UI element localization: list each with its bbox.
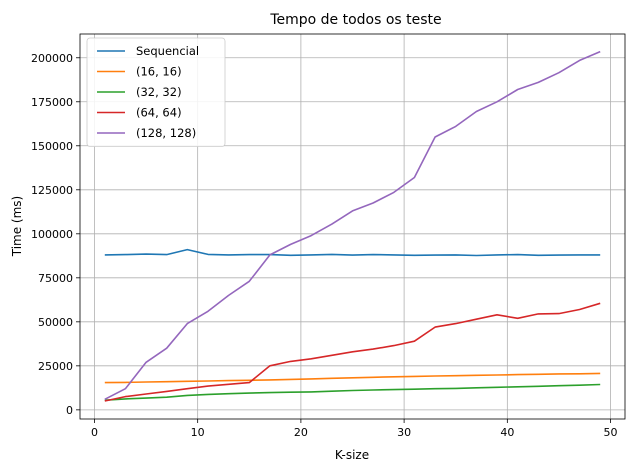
y-axis-label: Time (ms) [10,196,24,258]
chart-title: Tempo de todos os teste [269,12,441,28]
grid [80,34,625,419]
legend-label: Sequencial [136,44,199,58]
legend-label: (16, 16) [136,65,182,79]
x-tick-label: 0 [91,426,98,439]
x-tick-label: 50 [604,426,618,439]
x-tick-label: 20 [294,426,308,439]
legend-label: (32, 32) [136,85,182,99]
series-lines [104,50,601,402]
y-tick-label: 175000 [31,96,73,109]
y-tick-label: 125000 [31,184,73,197]
legend: Sequencial (16, 16) (32, 32) (64, 64) (128, … [86,37,226,147]
plot-frame [79,33,626,420]
x-tick-label: 40 [500,426,514,439]
legend-label: (64, 64) [136,106,182,120]
series-line-2 [104,383,601,401]
y-tick-label: 25000 [38,360,73,373]
x-axis: 0 10 20 30 40 50 [91,419,618,439]
x-tick-label: 30 [397,426,411,439]
series-line-1 [104,372,601,384]
y-tick-label: 150000 [31,140,73,153]
y-axis: 0 25000 50000 75000 100000 125000 150000 175000… [31,52,80,417]
legend-box [86,37,226,147]
x-tick-label: 10 [191,426,205,439]
legend-label: (128, 128) [136,126,196,140]
y-tick-label: 100000 [31,228,73,241]
y-tick-label: 75000 [38,272,73,285]
series-line-4 [104,50,601,401]
series-line-3 [104,302,601,402]
x-axis-label: K-size [335,448,369,462]
y-tick-label: 200000 [31,52,73,65]
y-tick-label: 0 [66,404,73,417]
y-tick-label: 50000 [38,316,73,329]
series-line-0 [104,248,601,257]
